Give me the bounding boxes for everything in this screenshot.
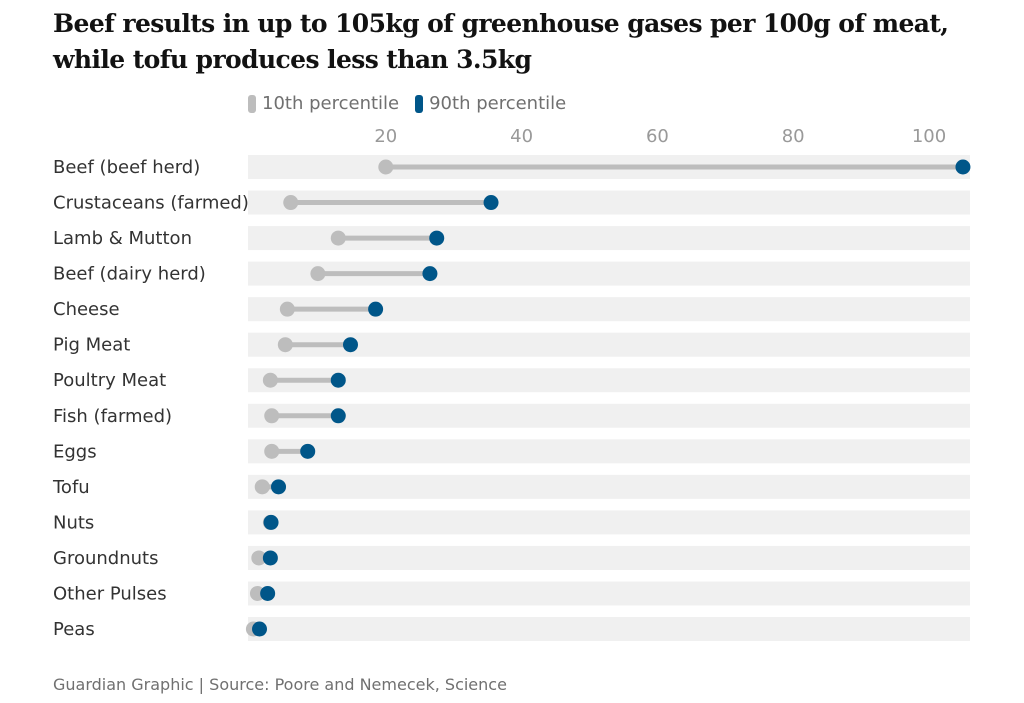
x-tick-label: 100	[912, 126, 946, 147]
point-90th-percentile	[955, 159, 971, 175]
point-10th-percentile	[330, 230, 346, 246]
point-10th-percentile	[262, 372, 278, 388]
point-10th-percentile	[310, 266, 326, 282]
point-90th-percentile	[252, 621, 268, 637]
point-90th-percentile	[330, 372, 346, 388]
point-90th-percentile	[330, 408, 346, 424]
legend: 10th percentile 90th percentile	[248, 93, 582, 114]
chart-row: Poultry Meat	[53, 368, 970, 393]
category-label: Pig Meat	[53, 335, 130, 356]
point-90th-percentile	[429, 230, 445, 246]
row-band	[248, 439, 970, 464]
x-tick-label: 40	[510, 126, 533, 147]
chart-row: Tofu	[52, 474, 970, 499]
category-label: Lamb & Mutton	[53, 228, 192, 249]
row-band	[248, 474, 970, 499]
category-label: Poultry Meat	[53, 370, 166, 391]
category-label: Crustaceans (farmed)	[53, 193, 249, 214]
chart-row: Groundnuts	[53, 545, 970, 570]
category-label: Beef (beef herd)	[53, 157, 200, 178]
legend-swatch-10th	[248, 94, 256, 113]
point-90th-percentile	[262, 550, 278, 566]
chart-row: Eggs	[53, 439, 970, 464]
point-10th-percentile	[264, 443, 280, 459]
legend-item-10th-percentile: 10th percentile	[248, 93, 399, 114]
point-90th-percentile	[368, 301, 384, 317]
point-10th-percentile	[279, 301, 295, 317]
row-band	[248, 403, 970, 428]
point-10th-percentile	[378, 159, 394, 175]
category-label: Other Pulses	[53, 583, 167, 604]
row-band	[248, 617, 970, 642]
row-band	[248, 332, 970, 357]
x-tick-label: 20	[374, 126, 397, 147]
category-label: Fish (farmed)	[53, 406, 172, 427]
legend-item-90th-percentile: 90th percentile	[415, 93, 566, 114]
chart-row: Nuts	[53, 510, 970, 535]
chart-row: Crustaceans (farmed)	[53, 190, 970, 215]
point-90th-percentile	[260, 585, 276, 601]
category-label: Beef (dairy herd)	[53, 264, 206, 285]
category-label: Eggs	[53, 441, 97, 462]
category-label: Tofu	[52, 477, 90, 498]
row-band	[248, 510, 970, 535]
chart-row: Beef (beef herd)	[53, 155, 971, 179]
chart-row: Other Pulses	[53, 581, 970, 606]
point-90th-percentile	[263, 514, 279, 530]
chart-row: Peas	[53, 617, 970, 642]
chart-row: Cheese	[53, 297, 970, 322]
row-band	[248, 545, 970, 570]
point-10th-percentile	[277, 337, 293, 353]
point-90th-percentile	[300, 443, 316, 459]
row-band	[248, 368, 970, 393]
x-tick-label: 80	[782, 126, 805, 147]
point-10th-percentile	[254, 479, 270, 495]
category-label: Groundnuts	[53, 548, 158, 569]
category-label: Nuts	[53, 512, 94, 533]
source-note: Guardian Graphic | Source: Poore and Nem…	[53, 675, 507, 694]
chart-title: Beef results in up to 105kg of greenhous…	[53, 9, 949, 74]
chart-row: Beef (dairy herd)	[53, 261, 970, 286]
point-10th-percentile	[251, 550, 267, 566]
chart-rows: Beef (beef herd) Crustaceans (farmed) Lamb…	[52, 155, 971, 642]
point-10th-percentile	[283, 195, 299, 211]
point-10th-percentile	[264, 408, 280, 424]
point-90th-percentile	[483, 195, 499, 211]
point-90th-percentile	[422, 266, 438, 282]
row-band	[248, 581, 970, 606]
legend-swatch-90th	[415, 94, 424, 113]
chart-row: Lamb & Mutton	[53, 226, 970, 251]
chart-row: Pig Meat	[53, 332, 970, 357]
x-tick-label: 60	[646, 126, 669, 147]
legend-label-90th: 90th percentile	[429, 93, 567, 114]
category-label: Peas	[53, 619, 95, 640]
legend-label-10th: 10th percentile	[262, 93, 400, 114]
chart-row: Fish (farmed)	[53, 403, 970, 428]
point-90th-percentile	[342, 337, 358, 353]
x-axis-ticks: 20 40 60 80 100	[374, 126, 946, 147]
category-label: Cheese	[53, 299, 120, 320]
point-90th-percentile	[271, 479, 287, 495]
